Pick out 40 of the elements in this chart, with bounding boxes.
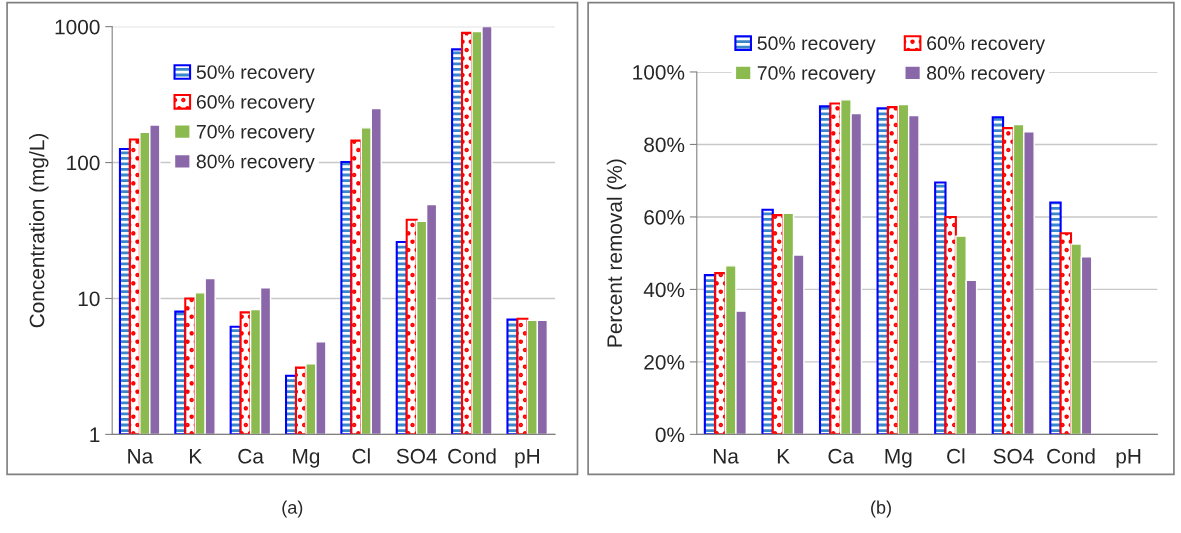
- y-tick-label: 20%: [644, 354, 685, 370]
- x-tick-label: Cl: [352, 448, 370, 464]
- x-tick-label: Na: [128, 449, 154, 464]
- legend-label: 60% recovery: [196, 95, 315, 113]
- x-tick-label: Cond: [448, 448, 496, 464]
- y-tick-label: 60%: [644, 209, 685, 225]
- x-tick-label: K: [189, 449, 202, 464]
- bar: [1049, 201, 1062, 435]
- y-tick-label: 100%: [633, 64, 685, 80]
- y-tick-label: 40%: [643, 282, 685, 298]
- y-tick-label: 1000: [55, 19, 100, 35]
- y-axis-title: Concentration (mg/L): [29, 133, 49, 328]
- x-tick-label: Ca: [238, 448, 264, 464]
- legend-label: 50% recovery: [196, 65, 315, 83]
- x-tick-label: Cl: [947, 448, 965, 464]
- text: (b): [871, 500, 891, 518]
- y-tick-label: 10: [78, 291, 100, 307]
- x-tick-label: Cond: [1047, 448, 1095, 464]
- legend-label: 70% recovery: [757, 66, 876, 84]
- legend-label: 60% recovery: [927, 36, 1046, 54]
- legend-label: 50% recovery: [757, 36, 876, 54]
- text: (a): [282, 500, 303, 518]
- x-tick-label: SO4: [993, 448, 1034, 464]
- x-tick-label: K: [777, 449, 790, 464]
- y-axis-title: Percent removal (%): [606, 159, 627, 347]
- bar: [944, 215, 957, 435]
- x-tick-label: Mg: [293, 449, 320, 468]
- y-tick-label: 80%: [644, 137, 685, 153]
- x-tick-label: Mg: [885, 449, 912, 468]
- legend-label: 70% recovery: [196, 124, 315, 143]
- y-tick-label: 0%: [655, 427, 685, 443]
- legend-label: 80% recovery: [196, 154, 315, 173]
- x-tick-label: SO4: [396, 448, 437, 464]
- x-tick-label: Na: [713, 449, 739, 464]
- y-tick-label: 1: [90, 427, 100, 442]
- x-tick-label: Ca: [828, 448, 855, 464]
- x-tick-label: pH: [1116, 449, 1141, 468]
- legend-label: 80% recovery: [927, 66, 1046, 84]
- y-tick-label: 100: [67, 155, 100, 171]
- x-tick-label: pH: [515, 449, 540, 468]
